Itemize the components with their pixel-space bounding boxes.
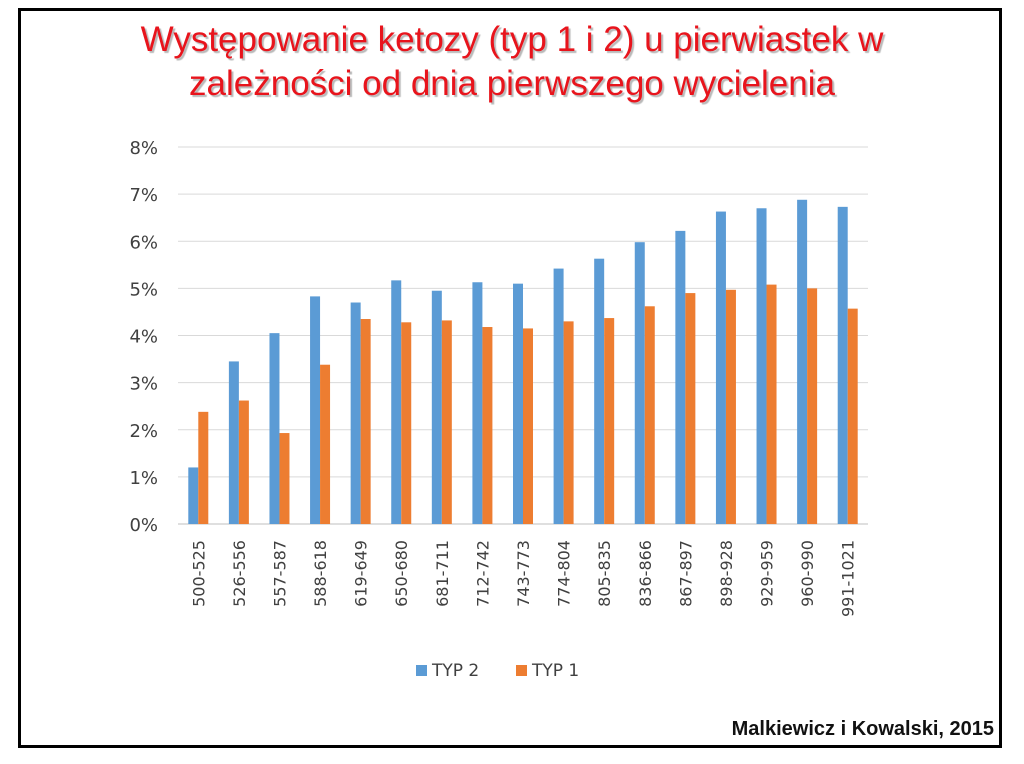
bar-typ2 xyxy=(228,361,239,524)
x-tick-label: 836-866 xyxy=(636,540,655,607)
bar-typ2 xyxy=(472,282,483,524)
x-tick-label: 960-990 xyxy=(798,540,817,607)
bar-typ1 xyxy=(563,321,574,524)
x-tick-label: 557-587 xyxy=(270,540,289,607)
y-tick-label: 3% xyxy=(129,374,158,395)
x-tick-label: 712-742 xyxy=(473,540,492,607)
x-tick-label: 774-804 xyxy=(555,540,574,607)
x-tick-label: 929-959 xyxy=(758,540,777,607)
y-tick-label: 1% xyxy=(129,468,158,489)
bar-typ1 xyxy=(685,293,696,524)
legend-swatch-typ1 xyxy=(516,665,527,676)
bar-typ2 xyxy=(594,258,605,524)
bar-typ2 xyxy=(188,467,199,524)
bar-typ1 xyxy=(604,318,615,524)
x-tick-label: 898-928 xyxy=(717,540,736,607)
bar-typ2 xyxy=(634,242,645,524)
title-line-1: Występowanie ketozy (typ 1 i 2) u pierwi… xyxy=(140,20,884,59)
bar-typ1 xyxy=(807,288,818,524)
y-tick-label: 4% xyxy=(129,327,158,348)
bar-typ2 xyxy=(310,296,321,524)
x-tick-label: 743-773 xyxy=(514,540,533,607)
bar-typ1 xyxy=(401,322,412,524)
bar-typ1 xyxy=(482,327,493,524)
bar-typ1 xyxy=(320,364,331,524)
bar-typ1 xyxy=(360,319,371,524)
title-line-2: zależności od dnia pierwszego wycielenia xyxy=(189,64,835,103)
bar-typ2 xyxy=(391,280,402,524)
x-tick-label: 991-1021 xyxy=(839,540,858,617)
x-tick-label: 867-897 xyxy=(676,540,695,607)
legend-label-typ1: TYP 1 xyxy=(531,661,579,681)
y-tick-label: 5% xyxy=(129,279,158,300)
bar-typ2 xyxy=(837,206,848,524)
y-tick-label: 0% xyxy=(129,515,158,536)
bar-typ2 xyxy=(553,268,564,524)
bar-typ2 xyxy=(756,208,767,524)
x-tick-label: 500-525 xyxy=(189,540,208,607)
bar-typ1 xyxy=(279,433,290,524)
bar-typ1 xyxy=(766,284,777,524)
bar-typ2 xyxy=(675,230,686,524)
y-tick-label: 6% xyxy=(129,232,158,253)
bar-typ1 xyxy=(644,306,655,524)
bar-typ1 xyxy=(198,411,209,524)
bar-typ2 xyxy=(350,302,361,524)
bar-typ1 xyxy=(847,308,858,524)
bar-typ1 xyxy=(725,289,736,524)
slide-title: Występowanie ketozy (typ 1 i 2) u pierwi… xyxy=(0,18,1024,106)
bar-typ1 xyxy=(441,320,452,524)
bar-typ2 xyxy=(431,290,442,524)
x-tick-label: 526-556 xyxy=(230,540,249,607)
x-tick-label: 650-680 xyxy=(392,540,411,607)
bar-typ1 xyxy=(238,400,249,524)
bar-typ2 xyxy=(797,199,808,524)
bar-typ2 xyxy=(715,211,726,524)
y-tick-label: 7% xyxy=(129,185,158,206)
x-tick-label: 588-618 xyxy=(311,540,330,607)
bar-typ2 xyxy=(269,333,280,524)
x-tick-label: 619-649 xyxy=(352,540,371,607)
x-tick-label: 805-835 xyxy=(595,540,614,607)
bar-typ1 xyxy=(523,328,533,524)
bar-typ2 xyxy=(513,283,523,524)
y-tick-label: 8% xyxy=(129,138,158,159)
legend-label-typ2: TYP 2 xyxy=(431,661,479,681)
x-tick-label: 681-711 xyxy=(433,540,452,607)
y-tick-label: 2% xyxy=(129,421,158,442)
source-credit: Malkiewicz i Kowalski, 2015 xyxy=(731,718,994,740)
legend-swatch-typ2 xyxy=(416,665,427,676)
